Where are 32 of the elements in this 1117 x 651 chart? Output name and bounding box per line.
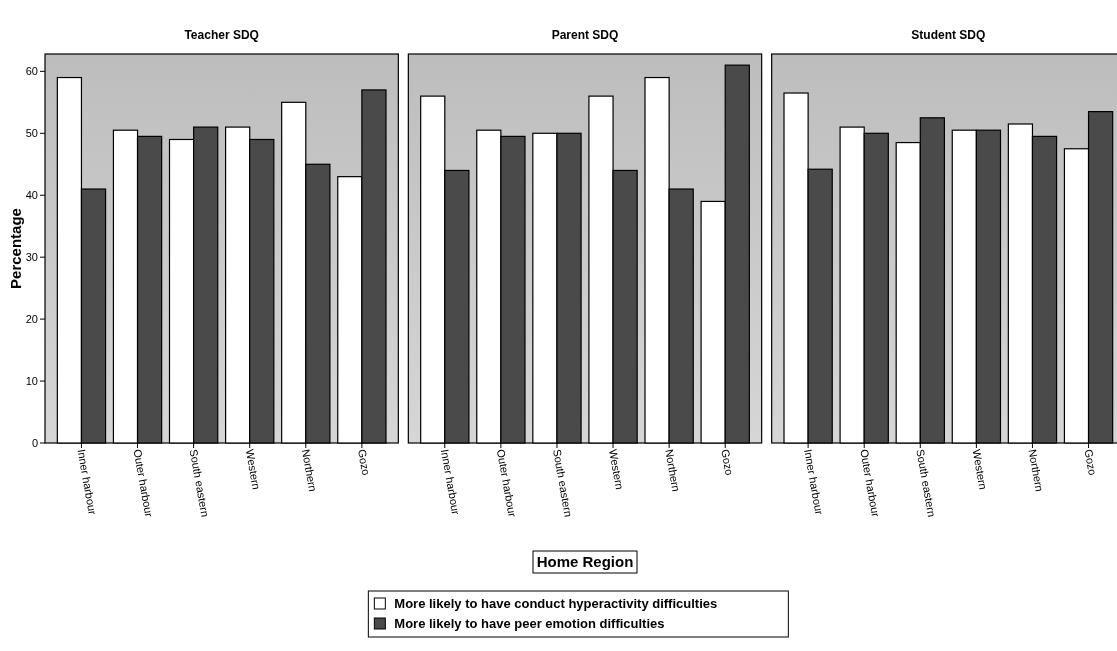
x-tick-label: Inner harbour bbox=[802, 448, 826, 516]
chart-title: Parent SDQ bbox=[551, 28, 619, 42]
y-tick-label: 40 bbox=[25, 189, 38, 202]
x-tick-label: Northern bbox=[299, 448, 320, 493]
x-tick-label: Inner harbour bbox=[438, 448, 463, 516]
legend-label: More likely to have peer emotion difficulties bbox=[394, 616, 665, 631]
x-axis-title: Home Region bbox=[536, 553, 634, 570]
x-tick-label: Outer harbour bbox=[858, 448, 882, 519]
x-tick-label: South eastern bbox=[914, 448, 939, 518]
legend-label: More likely to have conduct hyperactivity difficulties bbox=[394, 596, 718, 611]
y-tick-label: 60 bbox=[25, 65, 38, 78]
y-tick-label: 10 bbox=[25, 374, 38, 387]
x-tick-label: Western bbox=[970, 448, 990, 491]
x-tick-label: Outer harbour bbox=[131, 448, 156, 519]
x-tick-label: Gozo bbox=[1082, 448, 1099, 477]
x-tick-label: Gozo bbox=[719, 448, 736, 477]
x-tick-label: Northern bbox=[1026, 448, 1046, 493]
y-tick-label: 20 bbox=[25, 312, 38, 325]
x-tick-label: Outer harbour bbox=[494, 448, 519, 519]
x-tick-label: South eastern bbox=[187, 448, 212, 518]
x-tick-label: Northern bbox=[663, 448, 683, 493]
x-tick-label: Gozo bbox=[355, 448, 373, 477]
x-tick-label: Western bbox=[607, 448, 626, 491]
y-axis-title: Percentage bbox=[7, 208, 24, 289]
y-tick-label: 30 bbox=[25, 251, 38, 264]
x-tick-label: Inner harbour bbox=[75, 448, 99, 516]
chart-title: Student SDQ bbox=[911, 28, 986, 42]
y-tick-label: 50 bbox=[25, 127, 38, 140]
x-tick-label: South eastern bbox=[550, 448, 575, 518]
x-tick-label: Western bbox=[243, 448, 263, 491]
y-tick-label: 0 bbox=[31, 436, 38, 449]
chart-title: Teacher SDQ bbox=[184, 28, 259, 42]
